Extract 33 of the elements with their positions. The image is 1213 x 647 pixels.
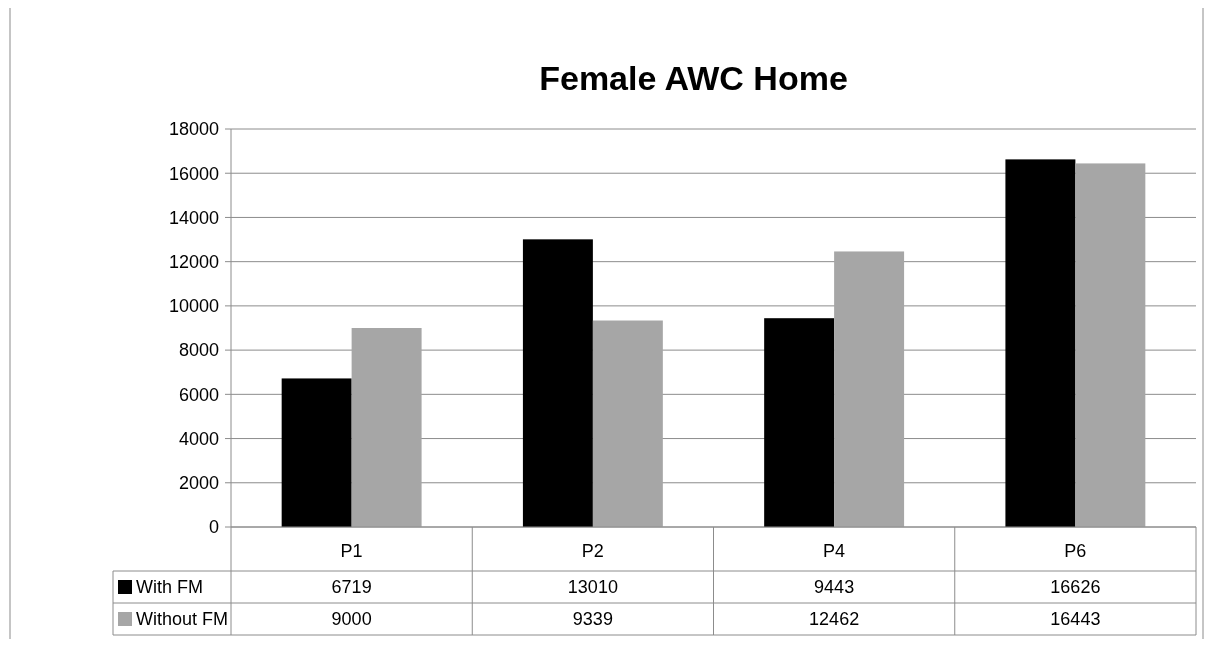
y-tick-label: 10000 bbox=[168, 296, 219, 317]
y-tick-label: 12000 bbox=[168, 251, 219, 272]
bar bbox=[1075, 163, 1146, 527]
data-label: 9000 bbox=[331, 609, 372, 630]
bar bbox=[592, 320, 663, 527]
chart-title: Female AWC Home bbox=[539, 59, 848, 97]
bar bbox=[351, 328, 422, 527]
legend-label: Without FM bbox=[136, 609, 229, 630]
y-tick-label: 4000 bbox=[178, 428, 219, 449]
x-tick-label: P2 bbox=[581, 541, 604, 562]
legend-label: With FM bbox=[136, 577, 203, 598]
y-tick-label: 16000 bbox=[168, 163, 219, 184]
data-label: 6719 bbox=[331, 577, 372, 598]
data-label: 16626 bbox=[1050, 577, 1101, 598]
y-tick-label: 6000 bbox=[178, 384, 219, 405]
data-label: 16443 bbox=[1050, 609, 1101, 630]
bar bbox=[764, 318, 835, 527]
y-tick-label: 14000 bbox=[168, 207, 219, 228]
bar bbox=[1005, 159, 1076, 527]
data-label: 9339 bbox=[572, 609, 613, 630]
bar bbox=[834, 251, 905, 527]
data-label: 9443 bbox=[814, 577, 855, 598]
bar bbox=[281, 378, 352, 527]
x-tick-label: P1 bbox=[340, 541, 363, 562]
data-label: 13010 bbox=[567, 577, 618, 598]
x-tick-label: P4 bbox=[823, 541, 846, 562]
data-label: 12462 bbox=[809, 609, 860, 630]
y-tick-label: 2000 bbox=[178, 473, 219, 494]
x-tick-label: P6 bbox=[1064, 541, 1087, 562]
bar bbox=[522, 239, 593, 527]
y-tick-label: 0 bbox=[208, 517, 219, 538]
y-tick-label: 18000 bbox=[168, 119, 219, 140]
y-tick-label: 8000 bbox=[178, 340, 219, 361]
